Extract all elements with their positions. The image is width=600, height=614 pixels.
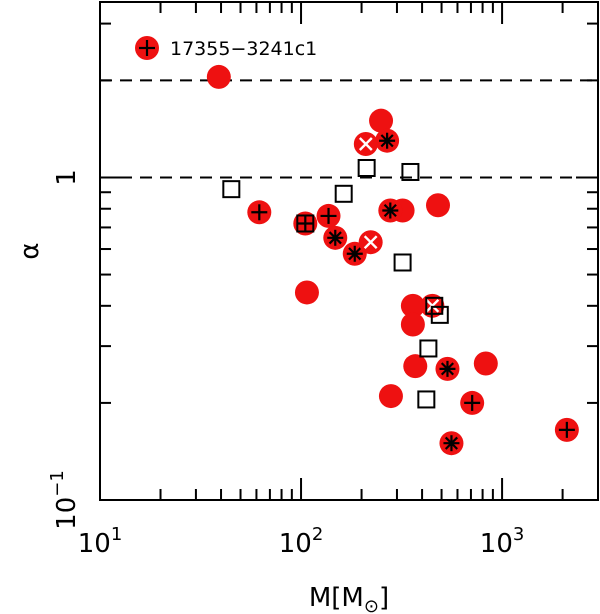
data-point-filled-plus <box>247 200 272 225</box>
x-tick-labels: 101 102 103 <box>78 524 525 559</box>
x-tick-label: 103 <box>480 524 525 559</box>
data-point-filled-asterisk <box>378 198 403 223</box>
x-axis-label-sub: ⊙ <box>364 596 379 614</box>
legend-marker <box>135 36 159 60</box>
reference-lines <box>100 79 598 179</box>
data-point-open-square <box>334 184 353 203</box>
data-point-open-square <box>393 253 412 272</box>
data-point-open-square <box>296 214 315 233</box>
x-axis-label-main: M[M <box>309 583 364 613</box>
data-point-filled-asterisk <box>323 225 348 250</box>
data-point-filled-asterisk <box>375 128 400 153</box>
x-tick-label: 101 <box>78 524 123 559</box>
data-point-open-square <box>425 296 444 315</box>
data-point-open-square <box>222 180 241 199</box>
data-point-filled <box>378 384 403 409</box>
data-point-filled-asterisk <box>439 431 464 456</box>
data-point-open-square <box>401 162 420 181</box>
legend-label: 17355−3241c1 <box>170 38 317 60</box>
y-tick-labels: 10−1 1 <box>47 169 82 530</box>
data-point-filled <box>294 280 319 305</box>
legend: 17355−3241c1 <box>135 36 317 60</box>
data-point-filled-cross <box>358 230 383 255</box>
data-point-filled <box>369 108 394 133</box>
x-axis-label: M[M⊙] <box>309 583 389 614</box>
y-tick-label: 10−1 <box>47 470 82 530</box>
data-points <box>206 64 579 456</box>
data-point-filled-plus <box>316 203 341 228</box>
data-point-filled-plus <box>554 417 579 442</box>
data-point-filled <box>206 64 231 89</box>
x-tick-label: 102 <box>279 524 324 559</box>
data-point-open-square <box>417 390 436 409</box>
y-axis-label: α <box>15 242 45 259</box>
data-point-filled <box>403 354 428 379</box>
plot-frame <box>99 1 599 501</box>
data-point-open-square <box>419 339 438 358</box>
data-point-filled-cross <box>353 131 378 156</box>
data-point-filled-plus <box>293 211 318 236</box>
data-point-open-square <box>430 305 449 324</box>
data-point-filled <box>473 351 498 376</box>
data-point-open-square <box>357 158 376 177</box>
y-tick-label: 1 <box>52 169 82 186</box>
data-point-filled-plus <box>460 390 485 415</box>
data-point-filled <box>425 193 450 218</box>
data-point-filled-asterisk <box>435 356 460 381</box>
data-point-filled <box>400 312 425 337</box>
data-point-filled <box>400 293 425 318</box>
x-axis-label-close: ] <box>379 583 389 613</box>
